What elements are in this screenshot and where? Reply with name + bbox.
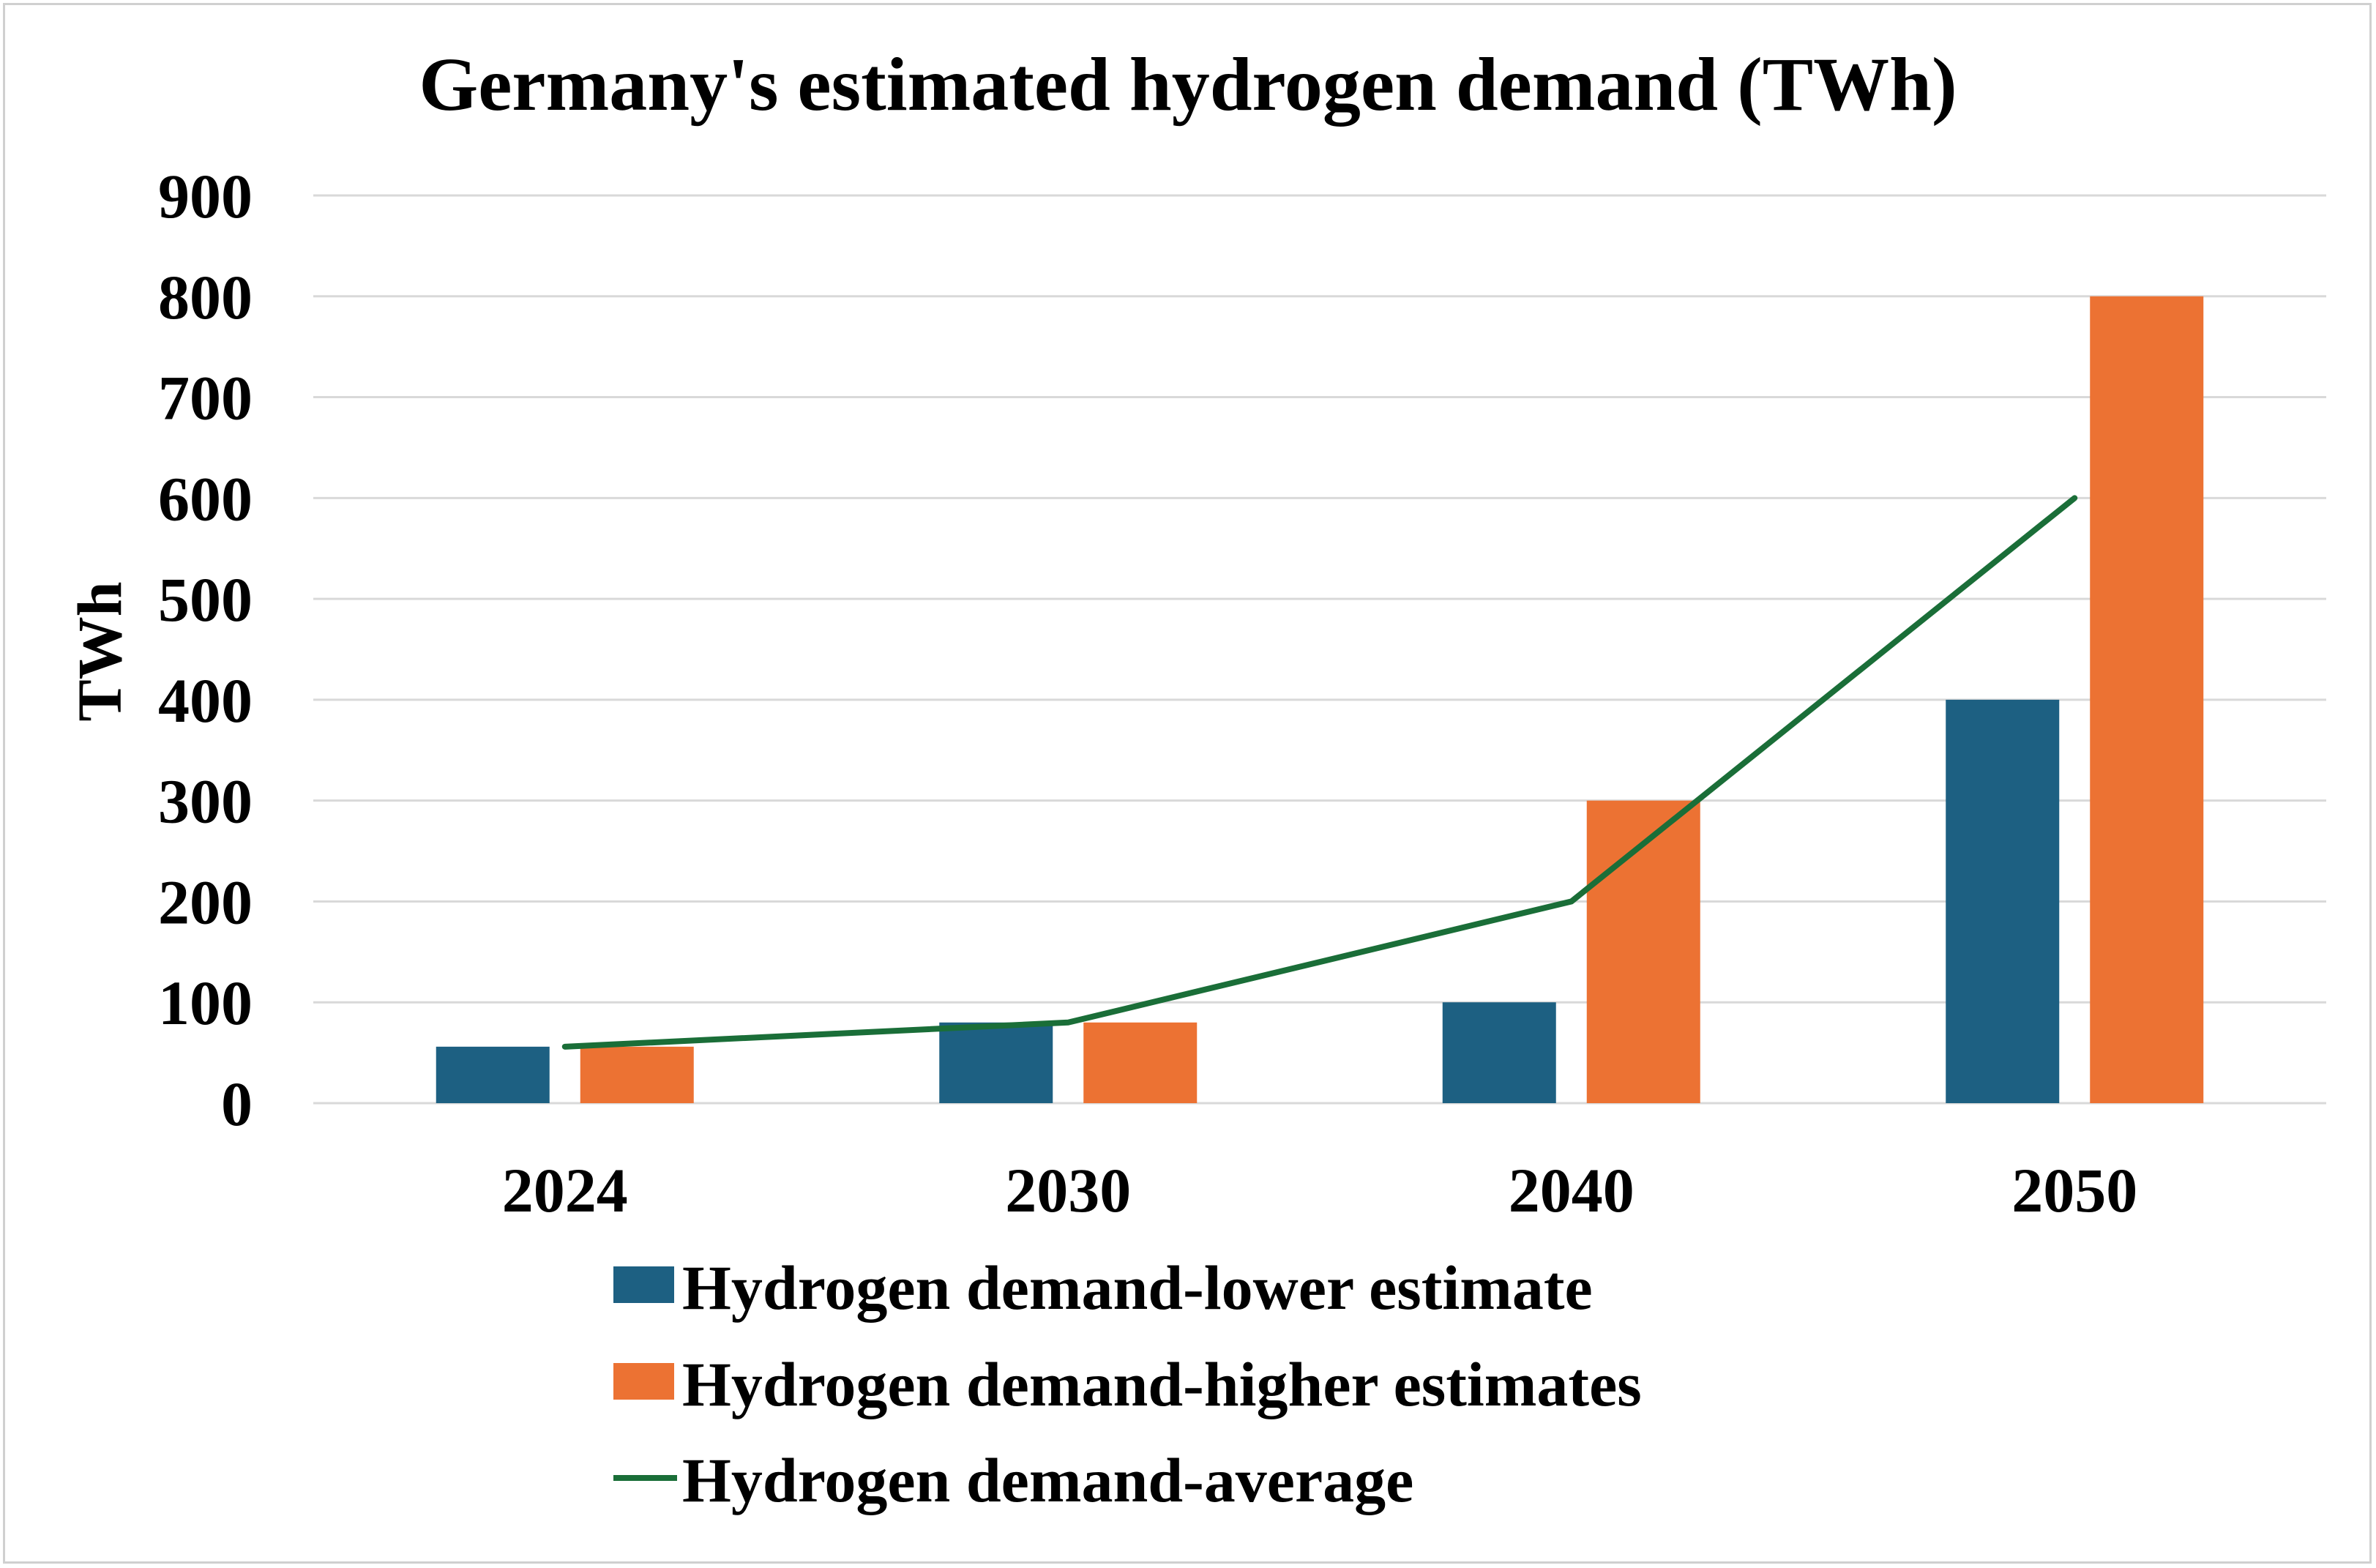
legend-label: Hydrogen demand-average bbox=[682, 1445, 1413, 1515]
x-tick-label: 2024 bbox=[502, 1155, 628, 1225]
legend-swatch bbox=[613, 1266, 674, 1303]
bar-higher-2030 bbox=[1083, 1022, 1198, 1103]
bar-lower-2030 bbox=[939, 1022, 1053, 1103]
y-tick-label: 700 bbox=[158, 363, 253, 433]
bar-higher-2024 bbox=[580, 1046, 694, 1103]
chart-frame bbox=[3, 3, 2372, 1564]
y-tick-label: 500 bbox=[158, 564, 253, 635]
x-tick-label: 2030 bbox=[1005, 1155, 1131, 1225]
line-average bbox=[561, 495, 2078, 1050]
bar-higher-2040 bbox=[1586, 800, 1700, 1103]
legend-label: Hydrogen demand-lower estimate bbox=[682, 1252, 1593, 1323]
y-tick-label: 200 bbox=[158, 867, 253, 937]
y-tick-label: 400 bbox=[158, 665, 253, 736]
bar-lower-2040 bbox=[1442, 1002, 1556, 1103]
bar-higher-2050 bbox=[2090, 296, 2204, 1103]
x-tick-label: 2050 bbox=[2011, 1155, 2137, 1225]
chart-title: Germany's estimated hydrogen demand (TWh… bbox=[419, 42, 1957, 127]
x-tick-label: 2040 bbox=[1509, 1155, 1635, 1225]
y-tick-label: 0 bbox=[221, 1069, 253, 1139]
y-tick-label: 600 bbox=[158, 463, 253, 534]
bar-lower-2050 bbox=[1946, 699, 2060, 1103]
y-tick-label: 800 bbox=[158, 262, 253, 332]
legend-swatch bbox=[613, 1363, 674, 1400]
bar-lower-2024 bbox=[436, 1046, 550, 1103]
y-tick-label: 100 bbox=[158, 968, 253, 1038]
y-tick-label: 300 bbox=[158, 766, 253, 837]
y-axis-label: TWh bbox=[64, 581, 135, 721]
legend-label: Hydrogen demand-higher estimates bbox=[682, 1349, 1642, 1419]
y-tick-label: 900 bbox=[158, 161, 253, 231]
